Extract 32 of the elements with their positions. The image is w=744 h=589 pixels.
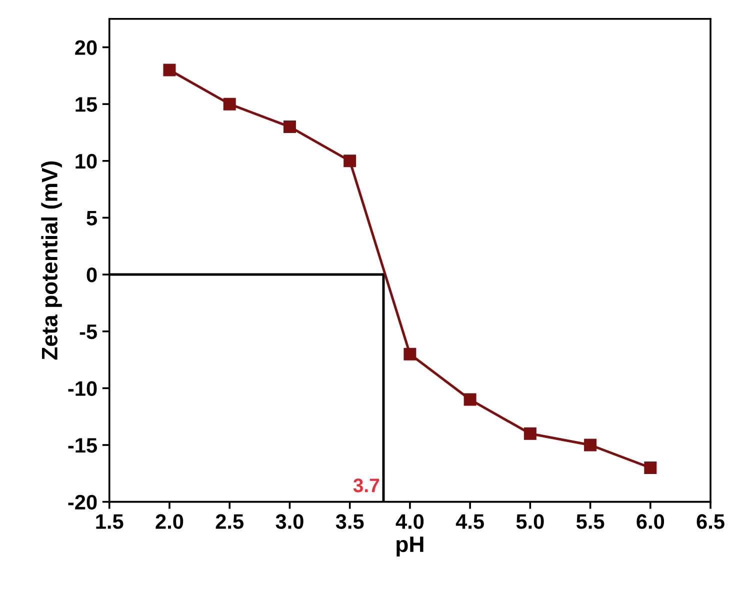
y-tick-label: 20	[75, 40, 97, 56]
point	[524, 427, 536, 440]
point	[223, 98, 236, 110]
y-tick-label: -15	[68, 438, 97, 453]
x-tick-label: 3.5	[336, 514, 364, 529]
x-tick-label: 5.0	[516, 514, 544, 529]
point	[644, 461, 657, 474]
y-tick-label: 15	[76, 97, 97, 112]
y-tick-label: -5	[80, 324, 97, 340]
point	[344, 154, 356, 168]
y-axis-title: Zeta potential (mV)	[41, 161, 62, 360]
y-tick-label: 0	[86, 268, 97, 282]
y-tick-label: 5	[86, 210, 97, 226]
x-tick-label: 4.5	[456, 514, 484, 529]
x-tick-label: 4.0	[396, 514, 424, 529]
y-tick-label: 10	[76, 154, 97, 169]
x-tick-label: 6.5	[696, 514, 724, 529]
point	[283, 120, 296, 134]
point	[584, 438, 597, 452]
x-tick-label: 1.5	[96, 514, 124, 529]
y-tick-label: -10	[68, 381, 97, 396]
x-tick-label: 5.5	[576, 514, 604, 529]
x-tick-label: 3.0	[276, 514, 304, 529]
point	[163, 64, 176, 76]
x-tick-label: 2.0	[156, 514, 184, 529]
x-axis-title: pH	[396, 536, 424, 557]
y-tick-label: -20	[68, 494, 97, 510]
x-tick-label: 6.0	[636, 514, 664, 529]
point	[404, 348, 416, 360]
x-tick-label: 2.5	[216, 514, 244, 529]
point	[464, 393, 476, 406]
annotation: 3.7	[353, 478, 380, 492]
